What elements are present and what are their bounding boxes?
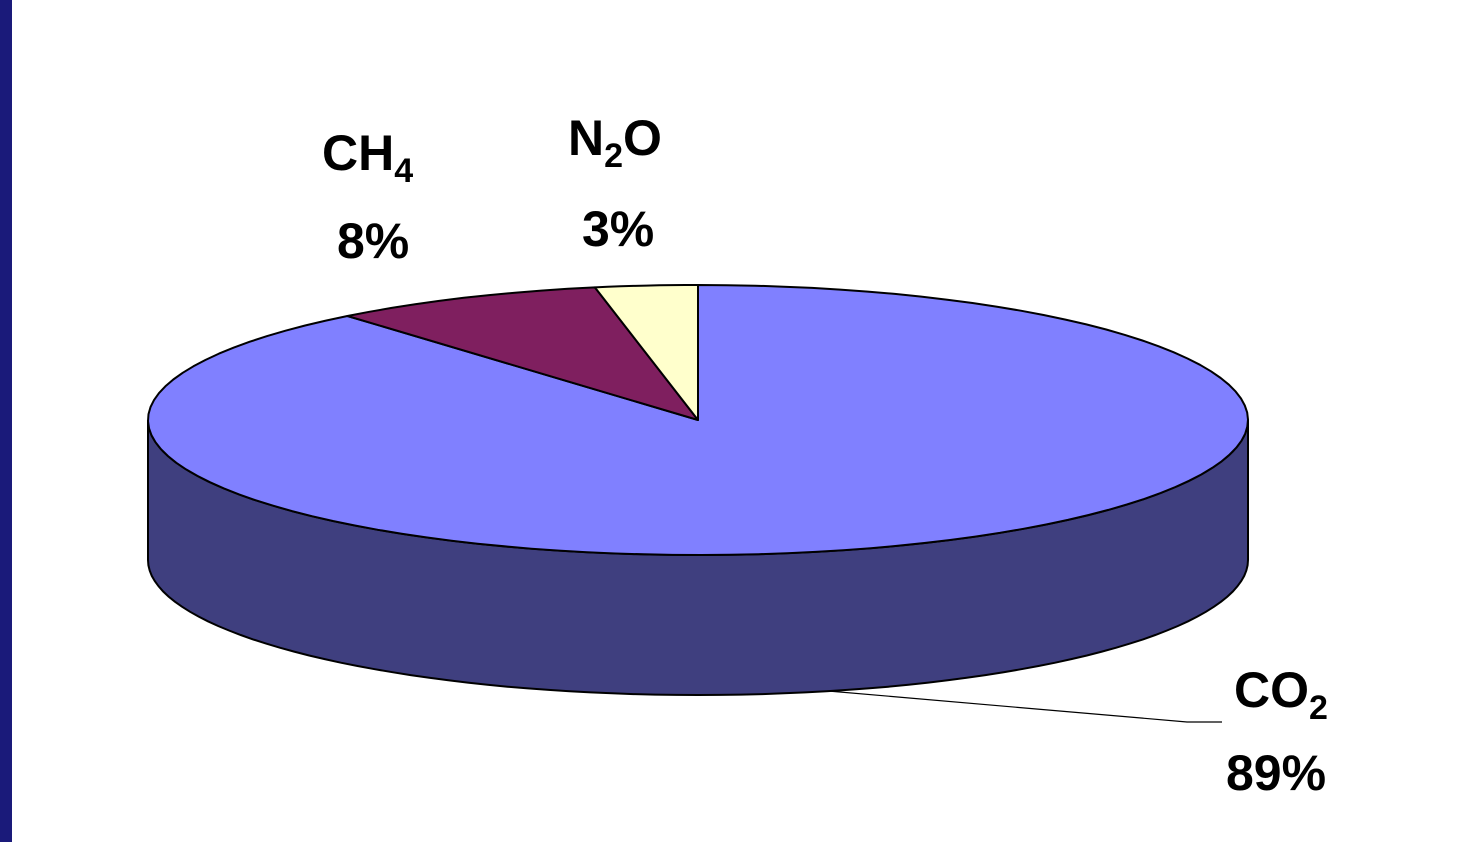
leader-lines xyxy=(830,691,1222,722)
pie-chart: CO2 89% CH4 8% N2O 3% xyxy=(12,0,1460,842)
label-co2-percent: 89% xyxy=(1226,745,1326,801)
label-n2o-percent: 3% xyxy=(582,201,654,257)
pie-top-layer xyxy=(148,285,1248,555)
label-co2-formula: CO2 xyxy=(1234,662,1328,727)
chart-canvas: CO2 89% CH4 8% N2O 3% xyxy=(12,0,1460,842)
label-ch4-percent: 8% xyxy=(337,213,409,269)
label-ch4-formula: CH4 xyxy=(322,125,413,190)
label-n2o-formula: N2O xyxy=(568,110,662,175)
leader-line-co2 xyxy=(830,691,1222,722)
